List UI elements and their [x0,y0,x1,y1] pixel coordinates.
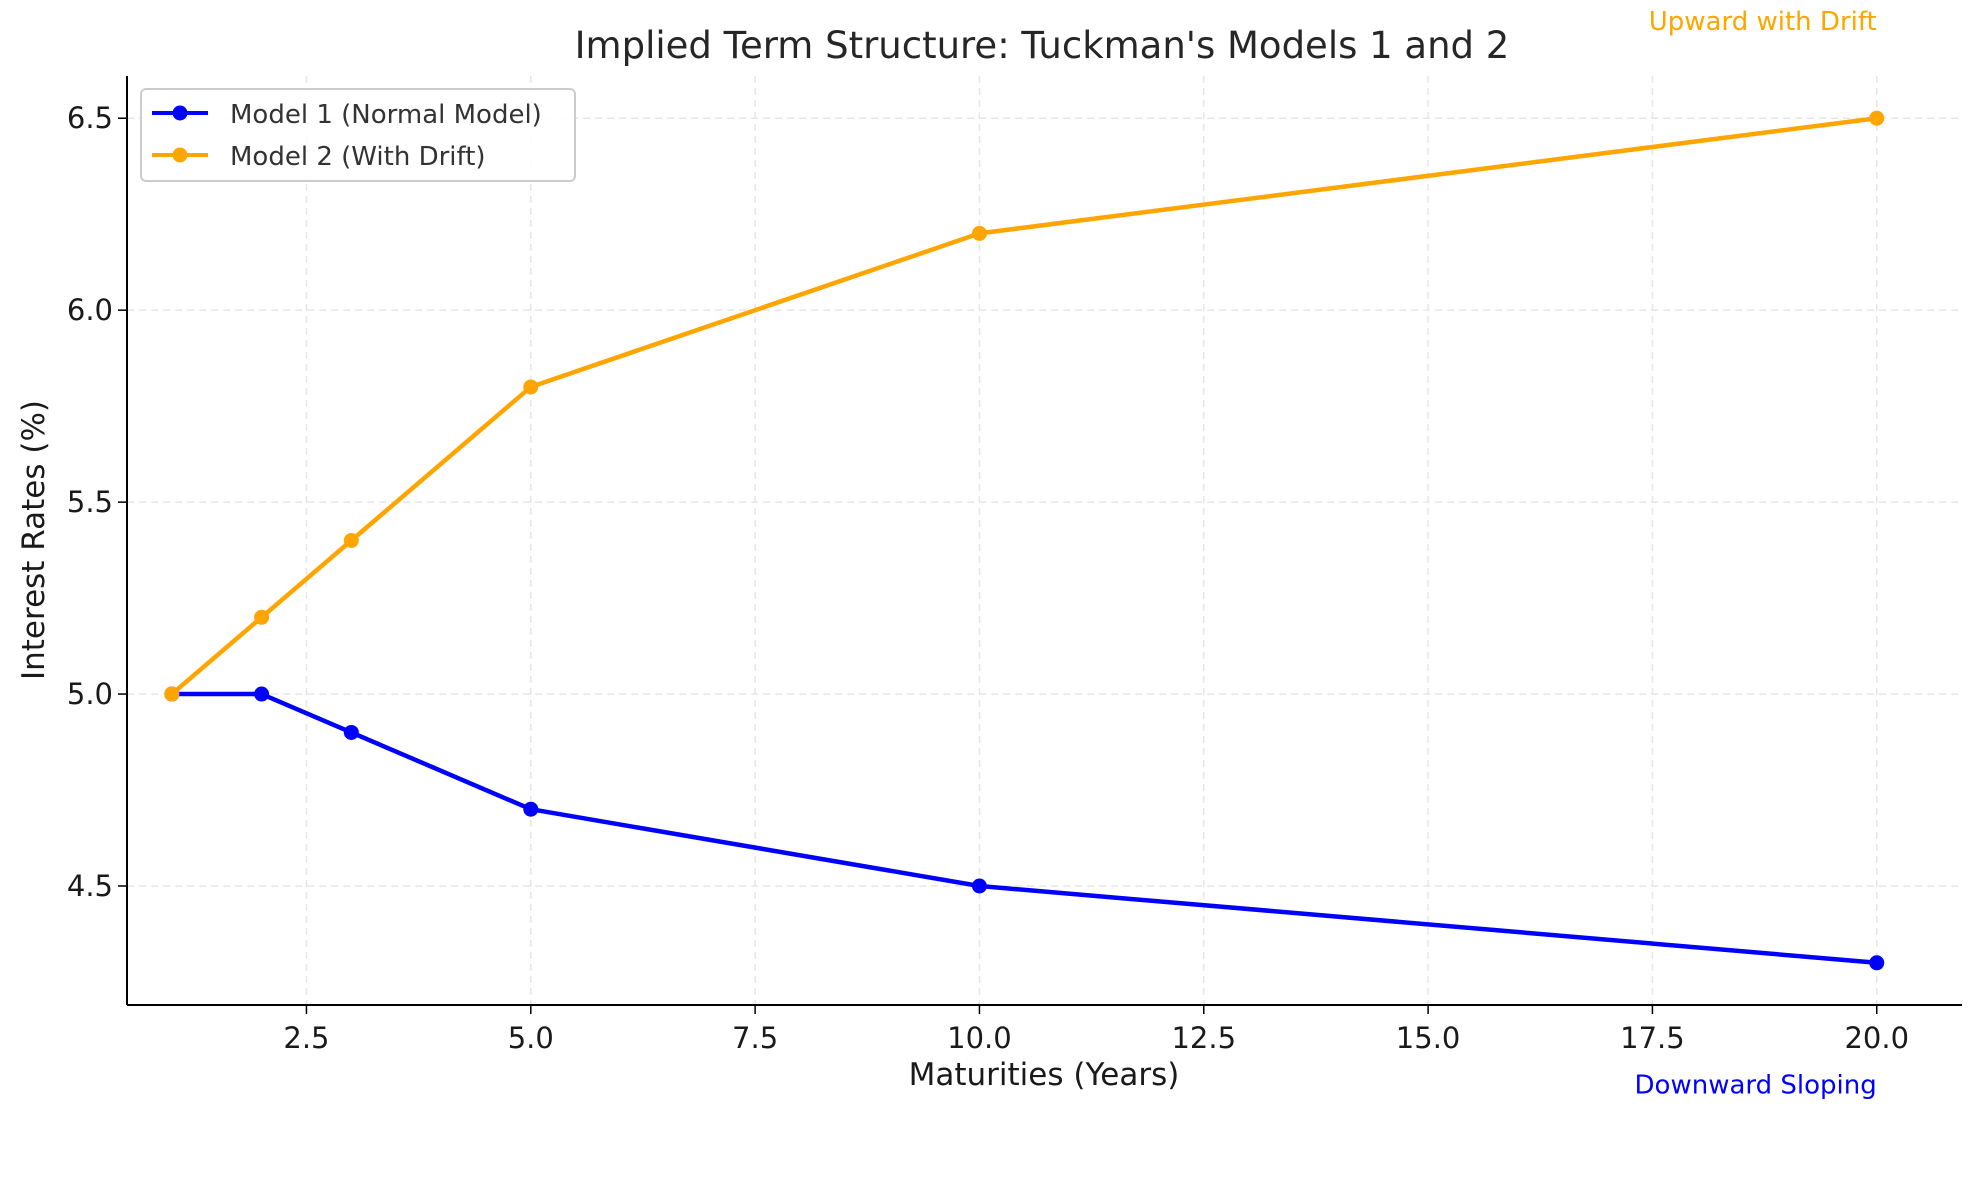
x-tick-label: 15.0 [1396,1021,1461,1055]
x-tick-label: 2.5 [283,1021,329,1055]
x-tick-label: 17.5 [1620,1021,1685,1055]
y-ticks: 4.5 5.0 5.5 6.0 6.5 [67,101,127,903]
series-points [164,110,1885,971]
legend-marker-model-2 [172,147,188,163]
data-point-model-2 [254,609,270,625]
data-point-model-1 [971,878,987,894]
series-line-model-2 [170,115,1878,696]
annotation-downward-sloping: Downward Sloping [1635,1070,1877,1100]
x-tick-label: 12.5 [1171,1021,1236,1055]
x-tick-label: 5.0 [508,1021,554,1055]
y-tick-label: 6.5 [67,101,113,135]
data-point-model-2 [971,225,987,241]
legend: Model 1 (Normal Model) Model 2 (With Dri… [140,88,576,182]
legend-marker-model-1 [172,105,188,121]
y-tick-label: 5.0 [67,677,113,711]
series-lines [170,115,1878,966]
legend-label-model-1: Model 1 (Normal Model) [230,100,542,130]
data-point-model-2 [1869,110,1885,126]
data-point-model-1 [254,686,270,702]
legend-label-model-2: Model 2 (With Drift) [230,142,486,172]
x-axis-label: Maturities (Years) [909,1057,1180,1093]
legend-box [140,88,576,182]
series-line-model-1 [171,691,1877,966]
data-point-model-1 [523,801,539,817]
y-tick-label: 4.5 [67,869,113,903]
y-tick-label: 6.0 [67,293,113,327]
axes [126,76,1962,1006]
annotations: Upward with Drift Downward Sloping [1635,7,1877,1100]
annotation-upward-with-drift: Upward with Drift [1649,7,1877,37]
x-tick-label: 7.5 [732,1021,778,1055]
data-point-model-2 [523,379,539,395]
data-point-model-1 [1869,955,1885,971]
chart-title: Implied Term Structure: Tuckman's Models… [575,24,1510,67]
data-point-model-2 [343,533,359,548]
x-tick-label: 10.0 [947,1021,1012,1055]
data-point-model-1 [343,724,359,740]
data-point-model-2 [164,686,180,702]
y-axis-label: Interest Rates (%) [16,400,52,680]
x-tick-label: 20.0 [1844,1021,1909,1055]
y-tick-label: 5.5 [67,485,113,519]
x-ticks: 2.5 5.0 7.5 10.0 12.5 15.0 17.5 20.0 [283,1005,1909,1055]
